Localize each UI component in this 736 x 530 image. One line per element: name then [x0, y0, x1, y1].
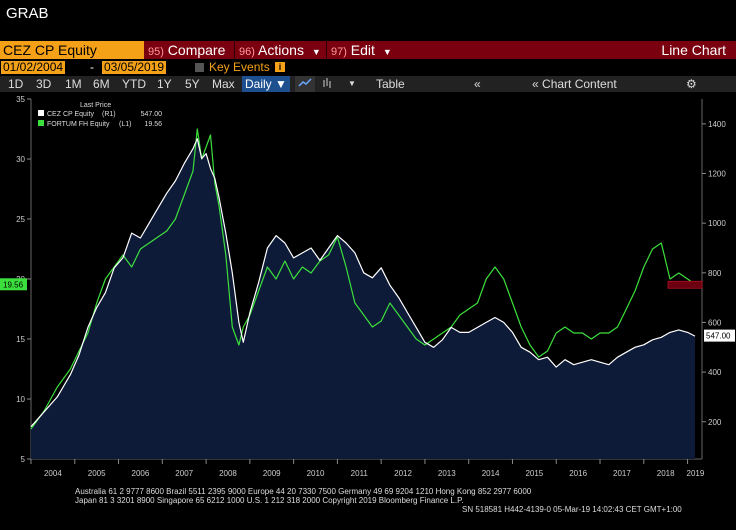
left-axis-tick-label: 25 — [16, 215, 25, 224]
chart-content-button[interactable]: « Chart Content — [532, 76, 617, 92]
end-date-field[interactable]: 03/05/2019 — [102, 60, 167, 74]
period-5y[interactable]: 5Y — [185, 77, 200, 91]
chart-toolbar — [0, 76, 736, 92]
command-bar — [0, 41, 736, 59]
x-axis-tick-label: 2007 — [175, 469, 193, 478]
x-axis-tick-label: 2018 — [657, 469, 675, 478]
footer-contacts-line: Australia 61 2 9777 8600 Brazil 5511 239… — [75, 487, 532, 496]
footer: Australia 61 2 9777 8600 Brazil 5511 239… — [0, 487, 736, 514]
legend-series-name: CEZ CP Equity — [47, 111, 94, 118]
right-axis-tick-label: 1000 — [708, 219, 726, 228]
legend-series-name: FORTUM FH Equity — [47, 121, 110, 128]
chart-content-label: Chart Content — [542, 77, 617, 91]
period-1m[interactable]: 1M — [65, 77, 82, 91]
legend-header: Last Price — [80, 102, 111, 109]
fortum-last-value-tag — [0, 278, 27, 291]
security-field[interactable]: CEZ CP Equity — [0, 41, 144, 59]
legend-swatch — [38, 110, 44, 116]
chart-options-caret-icon[interactable]: ▼ — [348, 79, 356, 88]
bar-chart-icon[interactable] — [320, 76, 334, 92]
cez-series-line — [30, 138, 696, 428]
actions-label: Actions — [258, 42, 304, 58]
x-axis-tick-label: 2010 — [307, 469, 325, 478]
period-1d[interactable]: 1D — [8, 77, 24, 91]
x-axis-tick-label: 2013 — [438, 469, 456, 478]
right-axis-tick-label: 200 — [708, 418, 722, 427]
fortum-series-line — [30, 128, 696, 430]
period-max[interactable]: Max — [212, 77, 235, 91]
right-axis-tick-label: 400 — [708, 368, 722, 377]
x-axis-tick-label: 2019 — [687, 469, 705, 478]
legend-swatch — [38, 120, 44, 126]
line-chart-icon[interactable] — [295, 76, 315, 92]
right-axis-tick-label: 1400 — [708, 120, 726, 129]
right-axis-tick-label: 1200 — [708, 169, 726, 178]
collapse-right-icon: « — [532, 77, 539, 91]
start-date-field[interactable]: 01/02/2004 — [1, 60, 66, 74]
collapse-left-icon[interactable]: « — [474, 77, 481, 91]
x-axis-tick-label: 2009 — [263, 469, 281, 478]
settings-gear-icon[interactable]: ⚙ — [686, 77, 697, 91]
date-separator: - — [90, 60, 94, 74]
x-axis-tick-label: 2016 — [569, 469, 587, 478]
legend-series-axis: (R1) — [102, 111, 116, 118]
compare-label: Compare — [167, 42, 226, 58]
x-axis-tick-label: 2008 — [219, 469, 237, 478]
cez-last-value-label: 547.00 — [706, 332, 731, 341]
cez-area-fill — [31, 138, 695, 459]
period-ytd[interactable]: YTD — [122, 77, 146, 91]
footer-serial-line: SN 518581 H442-4139-0 05-Mar-19 14:02:43… — [462, 505, 682, 514]
period-6m[interactable]: 6M — [93, 77, 110, 91]
actions-caret-icon: ▼ — [311, 47, 321, 57]
edit-label: Edit — [350, 42, 375, 58]
right-axis-tick-label: 800 — [708, 269, 722, 278]
footer-contacts-line-2: Japan 81 3 3201 8900 Singapore 65 6212 1… — [75, 496, 464, 505]
x-axis-tick-label: 2005 — [88, 469, 106, 478]
left-axis-tick-label: 35 — [16, 95, 25, 104]
right-axis-tick-label: 600 — [708, 318, 722, 327]
price-chart: 5101520253035200400600800100012001400200… — [0, 95, 735, 478]
cez-last-value-tag — [704, 329, 735, 342]
left-axis-tick-label: 10 — [16, 395, 25, 404]
left-axis-tick-label: 30 — [16, 155, 25, 164]
compare-menu[interactable]: 95) Compare — [148, 41, 225, 59]
chart-type-label: Line Chart — [661, 42, 726, 58]
x-axis-tick-label: 2015 — [525, 469, 543, 478]
legend-series-value: 547.00 — [141, 111, 163, 118]
frequency-select[interactable]: Daily ▼ — [242, 76, 290, 92]
window-title: GRAB — [6, 5, 49, 22]
period-1y[interactable]: 1Y — [157, 77, 172, 91]
compare-number: 95) — [148, 46, 164, 58]
legend-series-value: 19.56 — [144, 121, 162, 128]
x-axis-tick-label: 2012 — [394, 469, 412, 478]
key-events-checkbox[interactable] — [195, 63, 204, 72]
x-axis-tick-label: 2014 — [482, 469, 500, 478]
x-axis-tick-label: 2017 — [613, 469, 631, 478]
x-axis-tick-label: 2011 — [351, 469, 369, 478]
fortum-last-value-label: 19.56 — [3, 280, 24, 289]
actions-menu[interactable]: 96) Actions ▼ — [234, 41, 321, 59]
chart-panel: 5101520253035200400600800100012001400200… — [0, 93, 736, 530]
fortum-last-price-band — [667, 280, 703, 289]
frequency-label: Daily — [245, 77, 272, 91]
left-axis-tick-label: 15 — [16, 335, 25, 344]
period-3d[interactable]: 3D — [36, 77, 52, 91]
key-events-label: Key Events — [209, 60, 270, 74]
x-axis-tick-label: 2004 — [44, 469, 62, 478]
table-button[interactable]: Table — [376, 77, 405, 91]
x-axis-tick-label: 2006 — [132, 469, 150, 478]
frequency-caret-icon: ▼ — [275, 77, 287, 91]
left-axis-tick-label: 5 — [21, 455, 26, 464]
edit-number: 97) — [331, 46, 347, 58]
edit-caret-icon: ▼ — [382, 47, 392, 57]
legend-series-axis: (L1) — [119, 121, 131, 128]
edit-menu[interactable]: 97) Edit ▼ — [326, 41, 392, 59]
info-icon[interactable]: i — [275, 62, 285, 72]
actions-number: 96) — [239, 46, 255, 58]
